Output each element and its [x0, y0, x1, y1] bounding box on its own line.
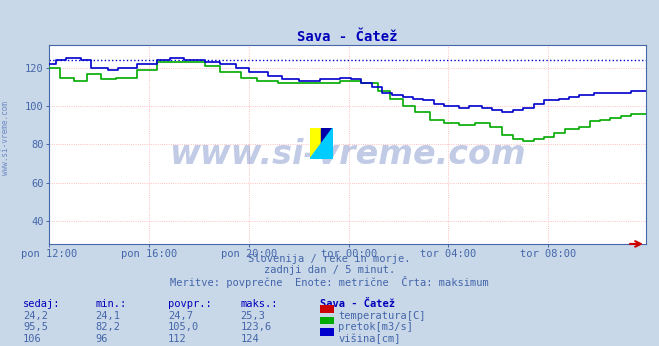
Text: 105,0: 105,0: [168, 322, 199, 332]
Bar: [322, 128, 333, 159]
Text: 24,2: 24,2: [23, 311, 48, 321]
Title: Sava - Čatež: Sava - Čatež: [297, 30, 398, 44]
Text: 24,7: 24,7: [168, 311, 193, 321]
Text: 112: 112: [168, 334, 186, 344]
Text: višina[cm]: višina[cm]: [338, 334, 401, 344]
Text: zadnji dan / 5 minut.: zadnji dan / 5 minut.: [264, 265, 395, 275]
Text: Sava - Čatež: Sava - Čatež: [320, 299, 395, 309]
Text: 82,2: 82,2: [96, 322, 121, 332]
Polygon shape: [310, 128, 333, 159]
Text: www.si-vreme.com: www.si-vreme.com: [169, 138, 526, 171]
Text: Meritve: povprečne  Enote: metrične  Črta: maksimum: Meritve: povprečne Enote: metrične Črta:…: [170, 276, 489, 289]
Text: sedaj:: sedaj:: [23, 299, 61, 309]
Text: pretok[m3/s]: pretok[m3/s]: [338, 322, 413, 332]
Text: min.:: min.:: [96, 299, 127, 309]
Text: 25,3: 25,3: [241, 311, 266, 321]
Text: 24,1: 24,1: [96, 311, 121, 321]
Text: 124: 124: [241, 334, 259, 344]
Text: 96: 96: [96, 334, 108, 344]
Text: Slovenija / reke in morje.: Slovenija / reke in morje.: [248, 254, 411, 264]
Text: 106: 106: [23, 334, 42, 344]
Text: 123,6: 123,6: [241, 322, 272, 332]
Text: 95,5: 95,5: [23, 322, 48, 332]
Text: povpr.:: povpr.:: [168, 299, 212, 309]
Text: temperatura[C]: temperatura[C]: [338, 311, 426, 321]
Text: www.si-vreme.com: www.si-vreme.com: [1, 101, 10, 175]
Text: maks.:: maks.:: [241, 299, 278, 309]
Bar: [310, 128, 322, 159]
